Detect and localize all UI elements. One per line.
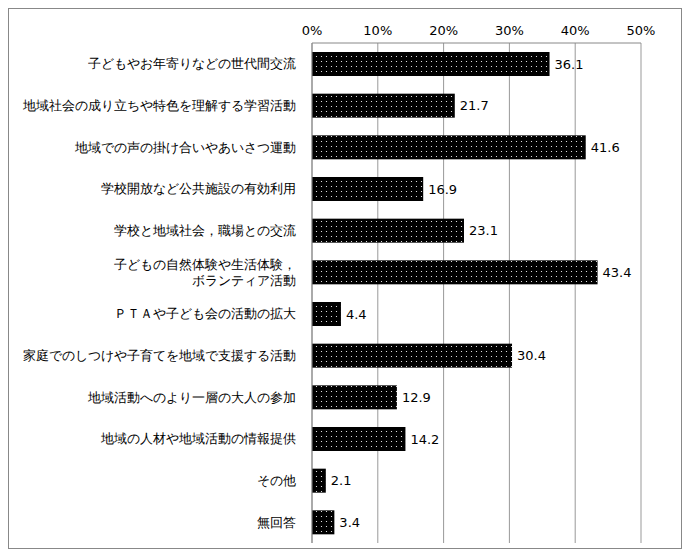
svg-text:ＰＴＡや子ども会の活動の拡大: ＰＴＡや子ども会の活動の拡大 (114, 306, 296, 321)
svg-text:36.1: 36.1 (555, 57, 584, 72)
svg-text:その他: その他 (257, 473, 296, 488)
svg-text:14.2: 14.2 (410, 432, 439, 447)
svg-text:0%: 0% (302, 23, 323, 38)
svg-text:23.1: 23.1 (469, 223, 498, 238)
svg-text:10%: 10% (363, 23, 392, 38)
svg-text:43.4: 43.4 (603, 265, 632, 280)
svg-text:子どもやお年寄りなどの世代間交流: 子どもやお年寄りなどの世代間交流 (88, 56, 296, 71)
svg-text:40%: 40% (561, 23, 590, 38)
svg-text:3.4: 3.4 (339, 515, 360, 530)
svg-text:41.6: 41.6 (591, 140, 620, 155)
svg-text:地域の人材や地域活動の情報提供: 地域の人材や地域活動の情報提供 (100, 431, 296, 446)
svg-text:無回答: 無回答 (257, 515, 296, 530)
svg-text:50%: 50% (627, 23, 656, 38)
svg-text:12.9: 12.9 (402, 390, 431, 405)
svg-text:地域での声の掛け合いやあいさつ運動: 地域での声の掛け合いやあいさつ運動 (74, 140, 296, 155)
svg-text:学校と地域社会，職場との交流: 学校と地域社会，職場との交流 (114, 223, 296, 238)
svg-text:子どもの自然体験や生活体験，ボランティア活動: 子どもの自然体験や生活体験，ボランティア活動 (114, 257, 296, 288)
svg-text:16.9: 16.9 (428, 182, 457, 197)
svg-text:21.7: 21.7 (460, 98, 489, 113)
svg-text:家庭でのしつけや子育てを地域で支援する活動: 家庭でのしつけや子育てを地域で支援する活動 (23, 348, 296, 363)
svg-text:地域社会の成り立ちや特色を理解する学習活動: 地域社会の成り立ちや特色を理解する学習活動 (22, 98, 296, 113)
svg-text:20%: 20% (429, 23, 458, 38)
svg-text:学校開放など公共施設の有効利用: 学校開放など公共施設の有効利用 (101, 181, 296, 196)
svg-text:30%: 30% (495, 23, 524, 38)
svg-text:2.1: 2.1 (331, 473, 352, 488)
svg-text:30.4: 30.4 (517, 348, 546, 363)
svg-text:地域活動へのより一層の大人の参加: 地域活動へのより一層の大人の参加 (87, 390, 296, 405)
svg-text:4.4: 4.4 (346, 307, 367, 322)
